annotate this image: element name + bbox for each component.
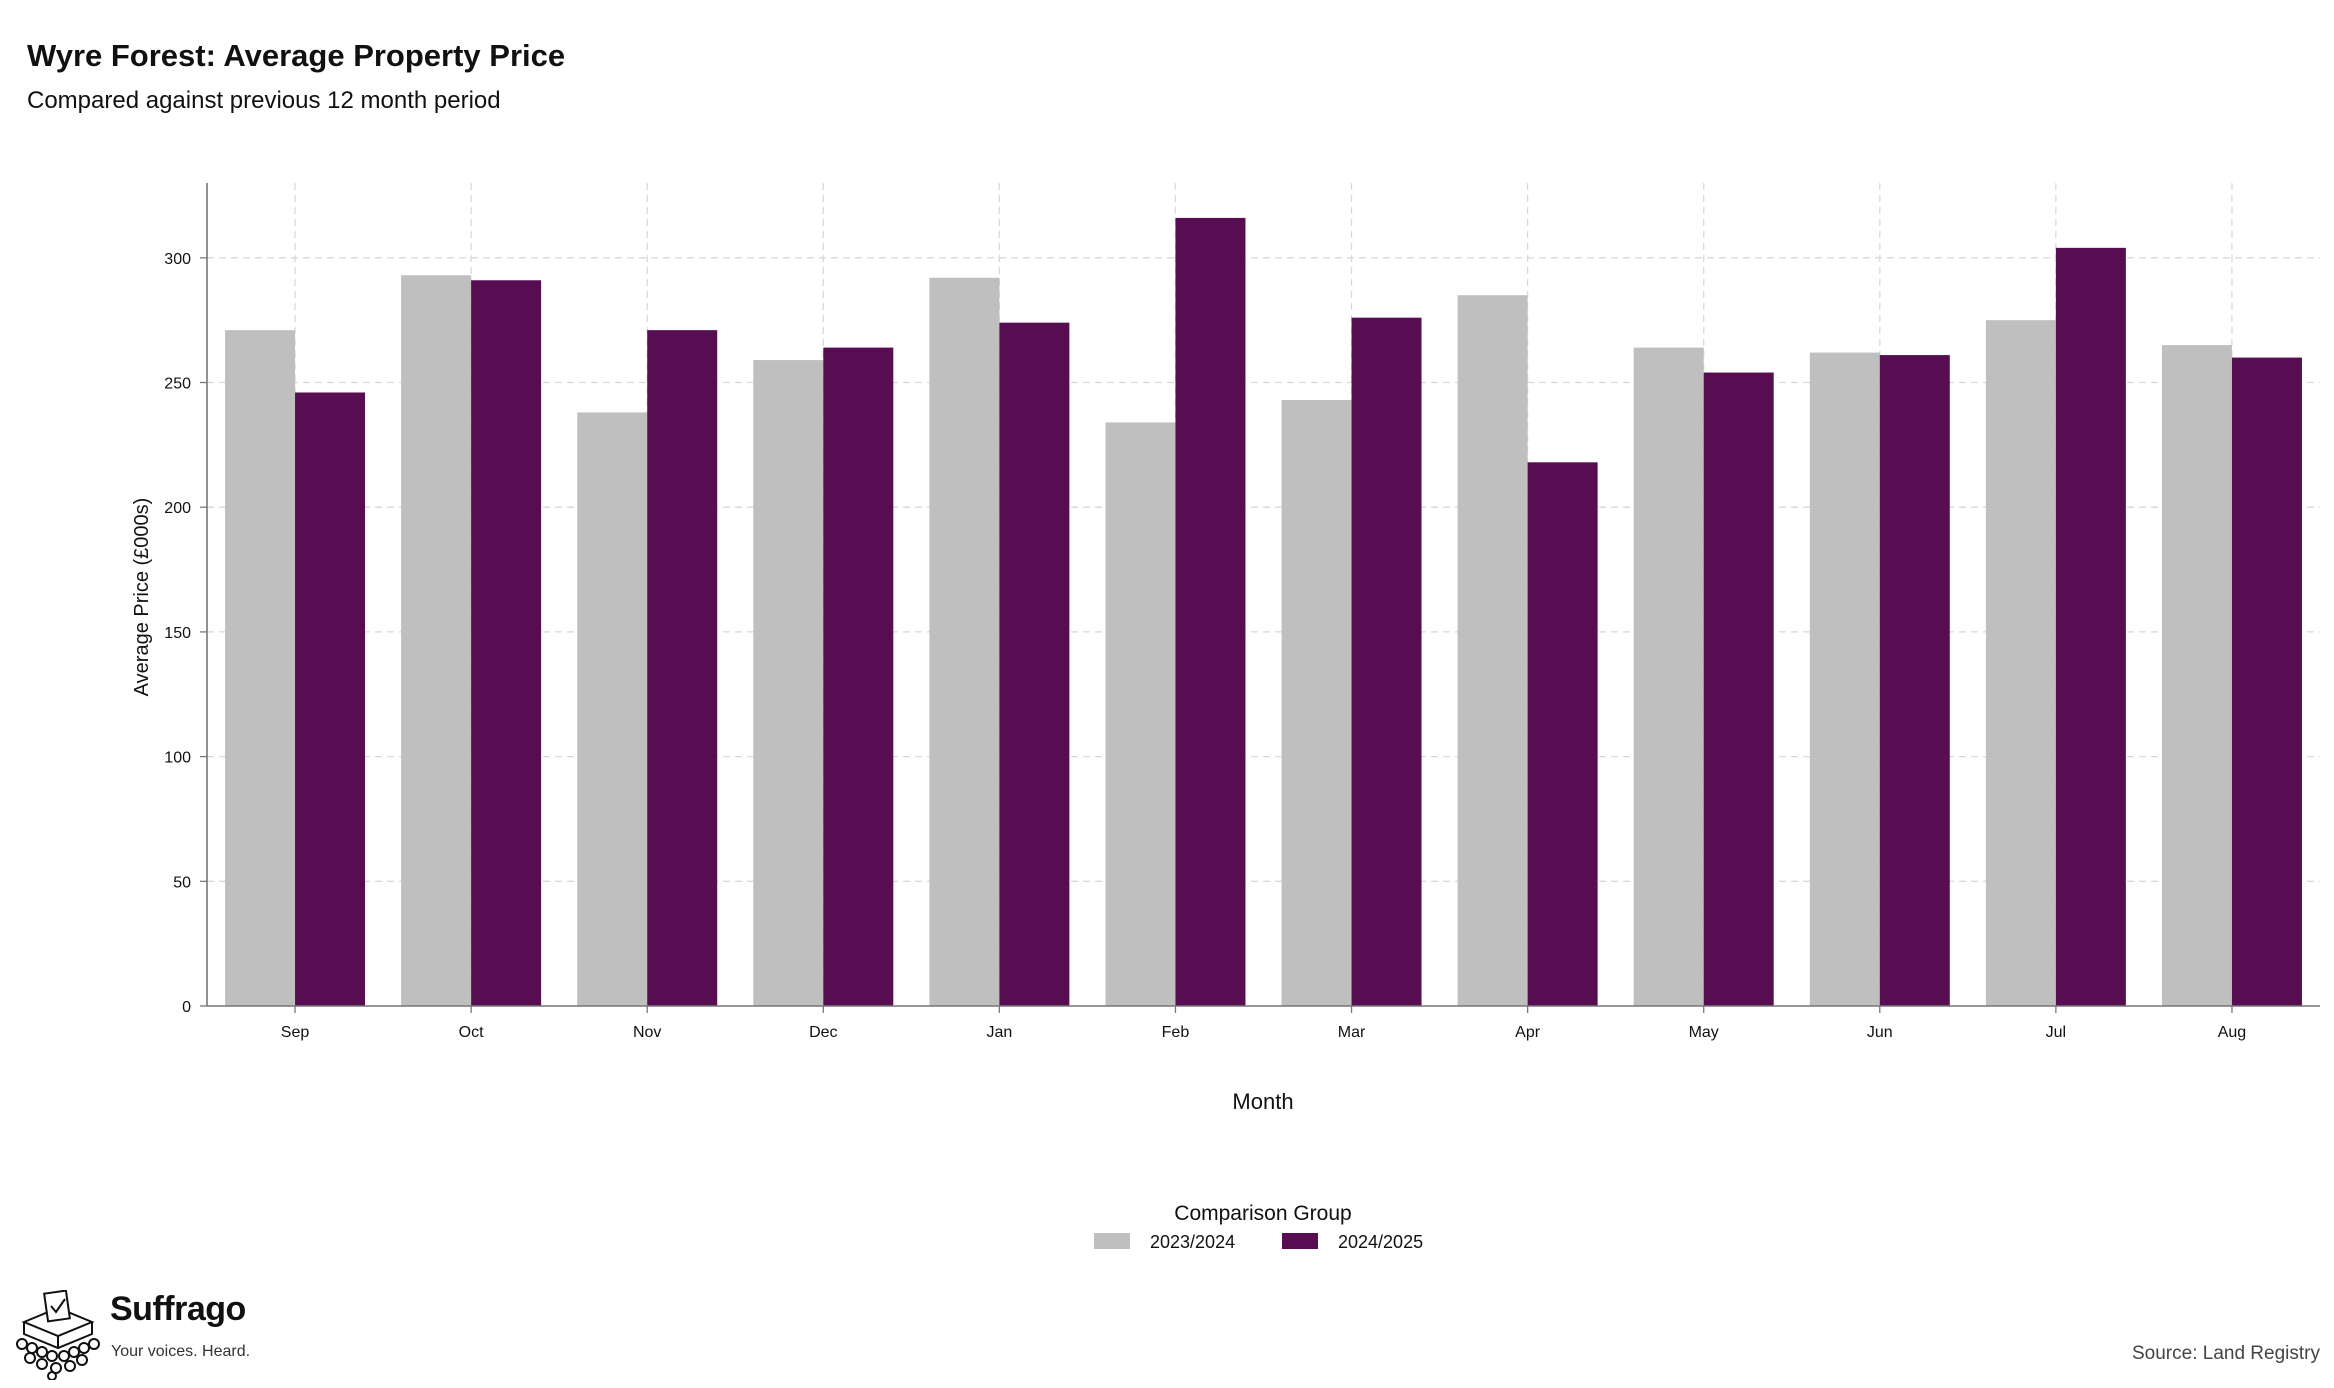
x-axis-title: Month xyxy=(1232,1089,1293,1114)
x-tick-label: Dec xyxy=(809,1024,837,1041)
x-tick-label: Sep xyxy=(281,1024,310,1041)
bar-2024-2025-aug xyxy=(2231,357,2302,1006)
bar-2023-2024-jan xyxy=(929,277,1000,1007)
legend-label-2024-2025: 2024/2025 xyxy=(1338,1232,1423,1252)
x-tick-label: Jul xyxy=(2046,1024,2066,1041)
brand-tagline: Your voices. Heard. xyxy=(111,1343,251,1360)
x-tick-label: Jan xyxy=(986,1024,1012,1041)
x-tick-label: Aug xyxy=(2218,1024,2246,1041)
y-tick-label: 0 xyxy=(182,999,191,1016)
brand-name: Suffrago xyxy=(110,1290,246,1328)
legend-swatch-2024-2025 xyxy=(1282,1233,1318,1249)
bar-2024-2025-may xyxy=(1703,372,1774,1006)
bar-2023-2024-nov xyxy=(577,412,648,1007)
ballot-box-crowd-icon xyxy=(16,1289,100,1381)
y-tick-label: 200 xyxy=(164,500,191,517)
bar-2024-2025-jul xyxy=(2055,247,2126,1007)
x-tick-label: Feb xyxy=(1162,1024,1190,1041)
chart-subtitle: Compared against previous 12 month perio… xyxy=(27,87,501,114)
y-tick-label: 150 xyxy=(164,625,191,642)
x-tick-label: May xyxy=(1689,1024,1719,1041)
bar-2024-2025-feb xyxy=(1175,217,1246,1006)
bar-2024-2025-sep xyxy=(295,392,366,1006)
axes: 0 50 100 150 200 250 300 Sep Oct Nov Dec Jan Feb Mar A… xyxy=(164,183,2320,1041)
x-tick-label: Nov xyxy=(633,1024,661,1041)
source-note: Source: Land Registry xyxy=(2132,1343,2320,1364)
y-tick-label: 50 xyxy=(173,874,191,891)
legend: Comparison Group 2023/2024 2024/2025 xyxy=(1094,1202,1423,1252)
y-tick-label: 100 xyxy=(164,750,191,767)
bar-2023-2024-may xyxy=(1633,347,1704,1007)
bar-2024-2025-jun xyxy=(1879,355,1950,1007)
legend-title: Comparison Group xyxy=(1174,1202,1351,1225)
bar-2023-2024-jun xyxy=(1809,352,1880,1006)
bars xyxy=(225,217,2302,1007)
bar-2023-2024-sep xyxy=(225,330,296,1006)
bar-2024-2025-oct xyxy=(471,280,542,1006)
brand-logo: Suffrago Your voices. Heard. xyxy=(12,1289,292,1381)
y-tick-label: 250 xyxy=(164,376,191,393)
y-tick-label: 300 xyxy=(164,251,191,268)
bar-2023-2024-mar xyxy=(1281,399,1352,1006)
bar-2023-2024-jul xyxy=(1985,320,2056,1007)
bar-2024-2025-mar xyxy=(1351,317,1422,1006)
legend-label-2023-2024: 2023/2024 xyxy=(1150,1232,1235,1252)
chart-title: Wyre Forest: Average Property Price xyxy=(27,38,566,73)
bar-2024-2025-apr xyxy=(1527,462,1598,1007)
bar-2024-2025-dec xyxy=(823,347,894,1007)
bar-2023-2024-aug xyxy=(2161,345,2232,1006)
bar-2024-2025-nov xyxy=(647,330,718,1006)
x-tick-label: Mar xyxy=(1338,1024,1366,1041)
legend-swatch-2023-2024 xyxy=(1094,1233,1130,1249)
bar-2023-2024-apr xyxy=(1457,295,1528,1006)
bar-2023-2024-oct xyxy=(401,275,472,1006)
x-tick-label: Oct xyxy=(459,1024,484,1041)
y-axis-title: Average Price (£000s) xyxy=(131,498,153,697)
bar-2024-2025-jan xyxy=(999,322,1070,1006)
bar-2023-2024-feb xyxy=(1105,422,1176,1006)
x-tick-label: Jun xyxy=(1867,1024,1893,1041)
bar-2023-2024-dec xyxy=(753,360,824,1006)
x-tick-label: Apr xyxy=(1515,1024,1541,1041)
